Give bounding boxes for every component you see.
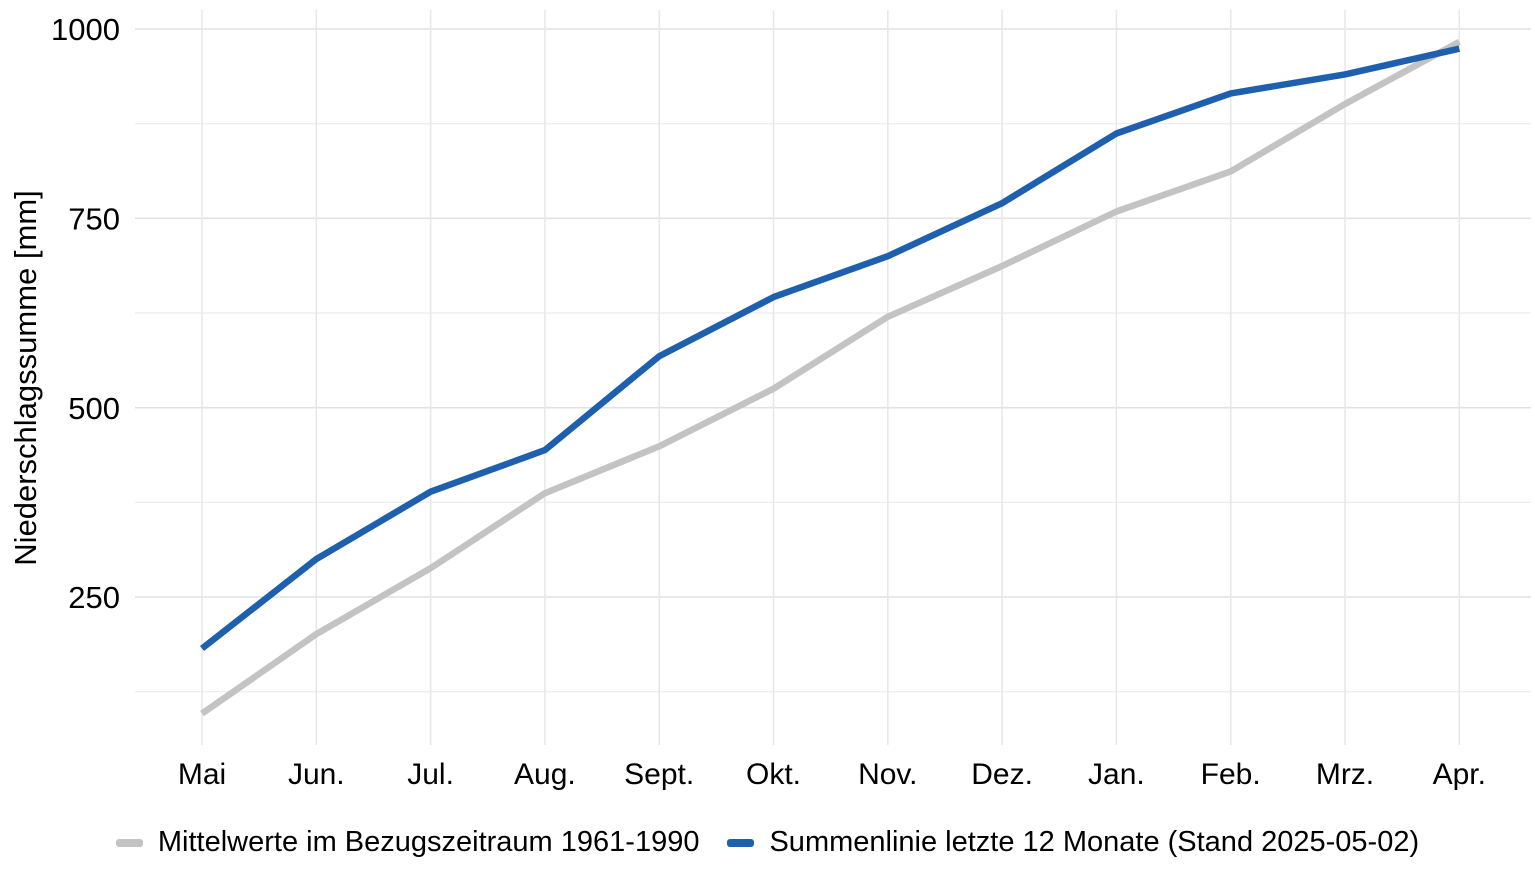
series-lines xyxy=(199,39,1461,717)
x-tick-label: Jul. xyxy=(407,758,454,791)
legend-label-mittelwerte: Mittelwerte im Bezugszeitraum 1961-1990 xyxy=(157,826,700,858)
horizontal-gridlines xyxy=(135,28,1531,693)
y-tick-label: 750 xyxy=(68,201,120,236)
x-tick-label: Jan. xyxy=(1088,758,1145,791)
legend-item-mittelwerte: Mittelwerte im Bezugszeitraum 1961-1990 xyxy=(115,826,700,859)
x-tick-label: Dez. xyxy=(971,758,1033,791)
chart-legend: Mittelwerte im Bezugszeitraum 1961-1990 … xyxy=(0,826,1535,859)
legend-label-summenlinie: Summenlinie letzte 12 Monate (Stand 2025… xyxy=(769,826,1420,858)
y-tick-label: 500 xyxy=(68,391,120,426)
series-line-1 xyxy=(199,45,1461,652)
x-tick-label: Nov. xyxy=(858,758,917,791)
legend-item-summenlinie: Summenlinie letzte 12 Monate (Stand 2025… xyxy=(727,826,1419,859)
legend-swatch-summenlinie xyxy=(727,838,755,847)
x-axis-tick-labels: Mai Jun. Jul. Aug. Sept. Okt. Nov. Dez. Jan. Feb.… xyxy=(178,758,1486,791)
x-tick-label: Mai xyxy=(178,758,226,791)
vertical-gridlines xyxy=(201,10,1461,745)
series-line-0 xyxy=(200,39,1461,717)
y-tick-label: 1000 xyxy=(51,12,120,47)
x-tick-label: Okt. xyxy=(746,758,801,791)
legend-swatch-mittelwerte xyxy=(115,838,143,847)
y-axis-tick-labels: 250 500 750 1000 xyxy=(51,12,120,615)
x-tick-label: Mrz. xyxy=(1316,758,1374,791)
x-tick-label: Jun. xyxy=(288,758,345,791)
x-tick-label: Apr. xyxy=(1433,758,1486,791)
x-tick-label: Sept. xyxy=(624,758,694,791)
x-tick-label: Aug. xyxy=(514,758,576,791)
y-axis-title: Niederschlagssumme [mm] xyxy=(8,190,43,566)
y-tick-label: 250 xyxy=(68,580,120,615)
x-tick-label: Feb. xyxy=(1201,758,1261,791)
